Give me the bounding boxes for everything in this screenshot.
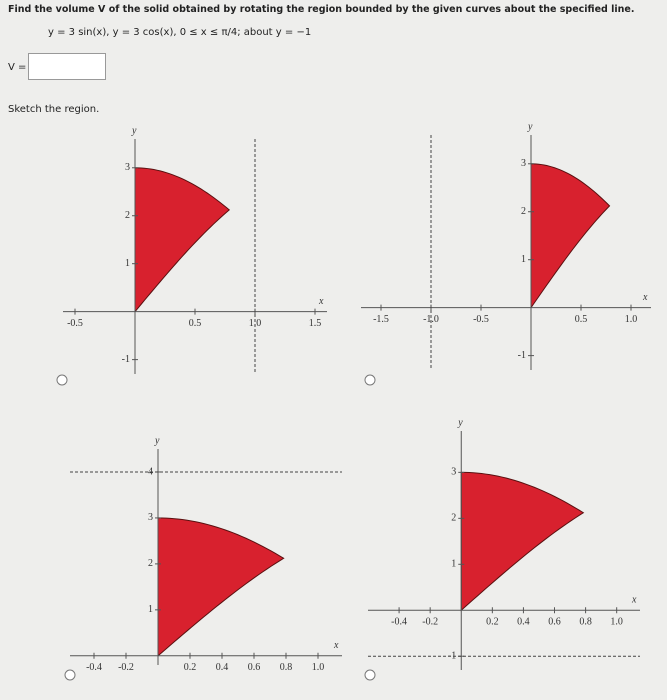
y-axis-label: y xyxy=(457,417,463,428)
y-tick-label: 3 xyxy=(521,158,526,169)
x-tick-label: -1.0 xyxy=(423,314,439,325)
x-tick-label: -0.5 xyxy=(67,318,83,329)
y-tick-label: 3 xyxy=(451,467,456,478)
y-tick-label: 2 xyxy=(148,558,153,569)
x-axis-label: x xyxy=(333,640,339,651)
y-tick-label: 3 xyxy=(148,512,153,523)
x-tick-label: 0.8 xyxy=(579,617,592,628)
x-tick-label: 0.6 xyxy=(548,617,561,628)
x-tick-label: -0.4 xyxy=(86,662,102,673)
y-tick-label: 2 xyxy=(125,210,130,221)
y-tick-label: 2 xyxy=(451,513,456,524)
y-tick-label: 1 xyxy=(148,604,153,615)
region xyxy=(460,471,585,612)
answer-input[interactable] xyxy=(28,53,106,80)
x-tick-label: 0.4 xyxy=(517,617,530,628)
region xyxy=(134,167,231,314)
x-tick-label: 0.8 xyxy=(280,662,293,673)
x-tick-label: 1.0 xyxy=(610,617,623,628)
y-tick-label: 3 xyxy=(125,162,130,173)
y-tick-label: -1 xyxy=(122,354,130,365)
y-tick-label: 1 xyxy=(125,258,130,269)
x-tick-label: 0.6 xyxy=(248,662,261,673)
x-tick-label: 0.2 xyxy=(486,617,499,628)
x-tick-label: 1.0 xyxy=(312,662,325,673)
curves: y = 3 sin(x), y = 3 cos(x), 0 ≤ x ≤ π/4;… xyxy=(48,27,312,38)
radio-button[interactable] xyxy=(56,374,68,386)
x-axis-label: x xyxy=(318,296,324,307)
question: Find the volume V of the solid obtained … xyxy=(8,4,635,15)
y-tick-label: 1 xyxy=(521,254,526,265)
x-tick-label: -0.4 xyxy=(391,617,407,628)
y-axis-label: y xyxy=(131,125,137,136)
radio-button[interactable] xyxy=(364,669,376,681)
x-tick-label: -0.2 xyxy=(422,617,438,628)
x-axis-label: x xyxy=(642,292,648,303)
x-tick-label: 0.2 xyxy=(184,662,197,673)
radio-button[interactable] xyxy=(64,669,76,681)
x-tick-label: -0.2 xyxy=(118,662,134,673)
x-tick-label: 0.5 xyxy=(189,318,202,329)
y-axis-label: y xyxy=(154,435,160,446)
region xyxy=(530,163,611,310)
x-tick-label: 1.0 xyxy=(625,314,638,325)
y-tick-label: 2 xyxy=(521,206,526,217)
x-tick-label: 0.5 xyxy=(575,314,588,325)
radio-button[interactable] xyxy=(364,374,376,386)
y-tick-label: -1 xyxy=(448,651,456,662)
x-tick-label: 1.5 xyxy=(309,318,322,329)
sketch-prompt: Sketch the region. xyxy=(8,104,100,115)
x-tick-label: -0.5 xyxy=(473,314,489,325)
x-tick-label: 1.0 xyxy=(249,318,262,329)
y-tick-label: 1 xyxy=(451,559,456,570)
y-tick-label: -1 xyxy=(518,350,526,361)
x-tick-label: -1.5 xyxy=(373,314,389,325)
region xyxy=(157,517,285,657)
x-tick-label: 0.4 xyxy=(216,662,229,673)
x-axis-label: x xyxy=(631,595,637,606)
answer-label: V = xyxy=(8,62,27,73)
y-axis-label: y xyxy=(527,121,533,132)
